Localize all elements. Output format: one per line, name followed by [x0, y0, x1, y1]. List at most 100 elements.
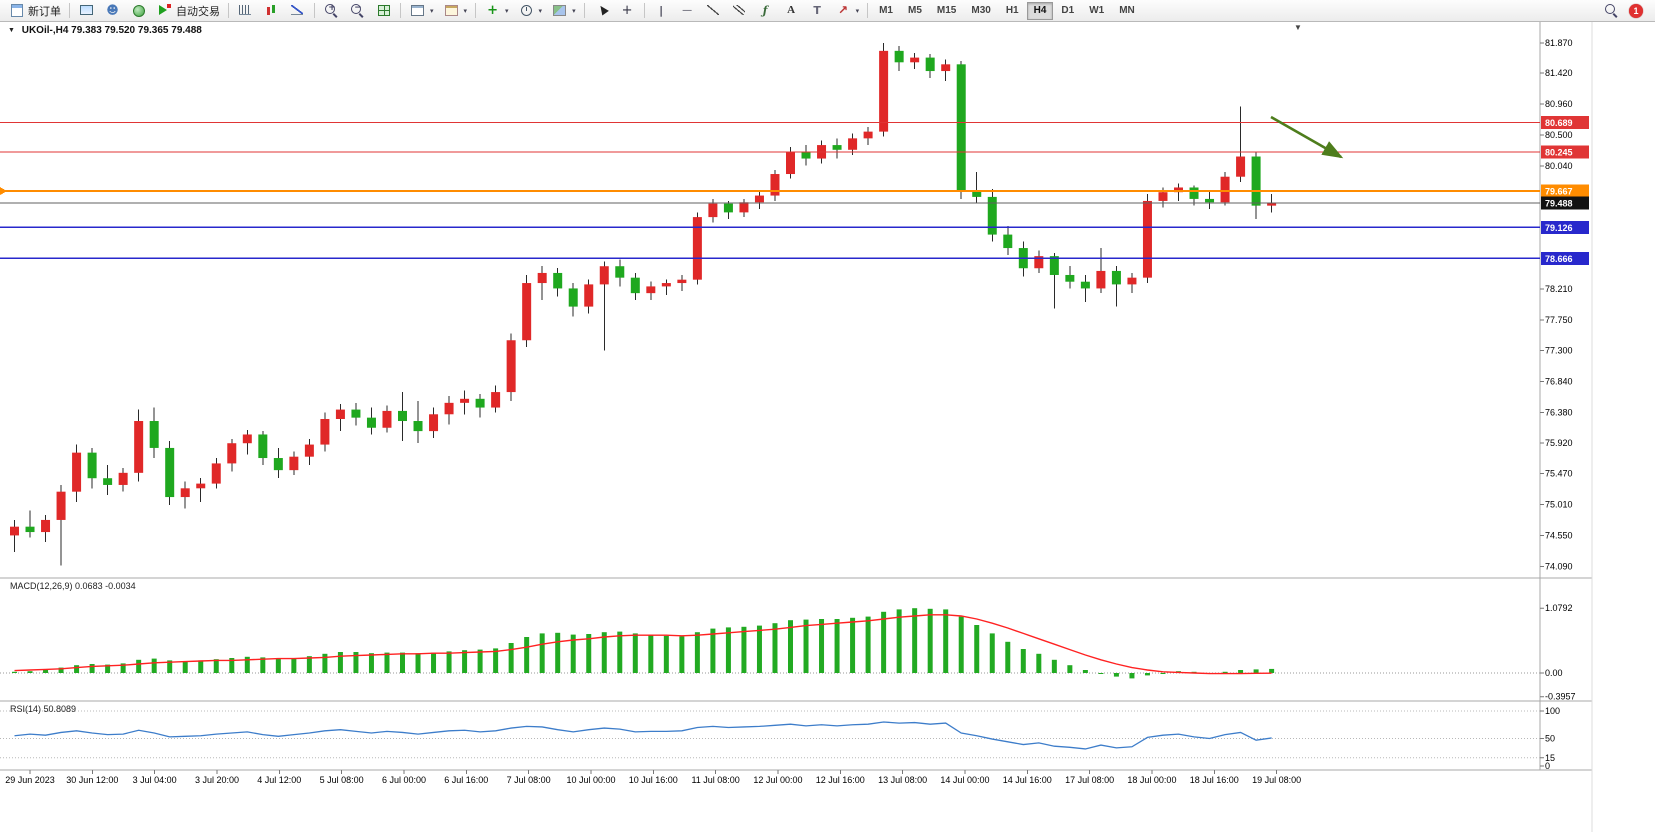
- timeframe-h1-button[interactable]: H1: [999, 2, 1026, 20]
- rsi-value: 50.8089: [43, 704, 77, 714]
- market-watch-button[interactable]: [74, 1, 99, 21]
- candlesticks: [10, 42, 1277, 566]
- candle: [1267, 203, 1277, 206]
- profiles-button[interactable]: ▾: [439, 1, 472, 21]
- bar-chart-button[interactable]: [233, 1, 258, 21]
- candle: [1220, 176, 1230, 203]
- candle: [196, 483, 206, 489]
- channel-button[interactable]: [727, 1, 752, 21]
- vline-icon: |: [659, 4, 664, 17]
- notification-badge[interactable]: 1: [1629, 3, 1643, 18]
- timeframe-m30-button[interactable]: M30: [964, 2, 997, 20]
- candle: [1174, 187, 1183, 193]
- candle: [41, 519, 51, 533]
- text-button[interactable]: A: [779, 1, 804, 21]
- linechart-icon: [289, 3, 306, 18]
- timeframe-m5-button[interactable]: M5: [901, 2, 929, 20]
- search-icon[interactable]: [1603, 3, 1620, 18]
- data-window-button[interactable]: ☻: [100, 1, 125, 21]
- navigator-button[interactable]: [126, 1, 151, 21]
- candle: [987, 196, 997, 235]
- candle: [351, 409, 361, 418]
- chart-shift-marker[interactable]: ▼: [1294, 23, 1302, 32]
- svg-text:10 Jul 00:00: 10 Jul 00:00: [566, 775, 615, 785]
- resistance-line-2-badge: [1541, 145, 1589, 159]
- zoom-out-button[interactable]: −: [345, 1, 370, 21]
- arrows-button[interactable]: ↗ ▾: [831, 1, 864, 21]
- svg-text:13 Jul 08:00: 13 Jul 08:00: [878, 775, 927, 785]
- svg-text:3 Jul 20:00: 3 Jul 20:00: [195, 775, 239, 785]
- timeframe-mn-button[interactable]: MN: [1112, 2, 1142, 20]
- macd-signal-line: [14, 614, 1272, 675]
- line-chart-button[interactable]: [285, 1, 310, 21]
- svg-text:81.420: 81.420: [1545, 68, 1573, 78]
- autotrade-button[interactable]: 自动交易: [152, 1, 224, 21]
- candle: [1158, 192, 1168, 201]
- zoom-out-icon: −: [349, 3, 366, 18]
- svg-text:-0.3957: -0.3957: [1545, 692, 1576, 702]
- timeframe-m1-button[interactable]: M1: [872, 2, 900, 20]
- svg-text:76.380: 76.380: [1545, 407, 1573, 417]
- cursor-button[interactable]: [589, 1, 614, 21]
- candle: [1205, 198, 1215, 203]
- candle: [1003, 234, 1013, 249]
- svg-text:81.870: 81.870: [1545, 38, 1573, 48]
- hline-button[interactable]: —: [675, 1, 700, 21]
- trend-arrow-annotation[interactable]: [1270, 115, 1344, 159]
- candle: [553, 272, 563, 289]
- trendline-button[interactable]: [701, 1, 726, 21]
- candle: [491, 392, 501, 408]
- vline-button[interactable]: |: [649, 1, 674, 21]
- label-icon: T: [813, 4, 821, 17]
- candle: [615, 266, 625, 278]
- fibonacci-icon: ƒ: [762, 4, 768, 17]
- svg-text:75.470: 75.470: [1545, 469, 1573, 479]
- candle: [956, 64, 966, 191]
- candle-chart-button[interactable]: [259, 1, 284, 21]
- candle: [103, 478, 113, 485]
- svg-text:50: 50: [1545, 734, 1555, 744]
- support-line-2-badge: [1541, 251, 1589, 265]
- label-button[interactable]: T: [805, 1, 830, 21]
- fibonacci-button[interactable]: ƒ: [753, 1, 778, 21]
- candle: [382, 410, 392, 428]
- rsi-axis: 100 50 150: [1540, 706, 1560, 771]
- svg-text:14 Jul 16:00: 14 Jul 16:00: [1003, 775, 1052, 785]
- indicators-button[interactable]: + ▾: [480, 1, 513, 21]
- new-order-button[interactable]: 新订单: [4, 1, 65, 21]
- timeframe-d1-button[interactable]: D1: [1054, 2, 1081, 20]
- svg-text:80.500: 80.500: [1545, 130, 1573, 140]
- dropdown-arrow-icon: ▾: [505, 7, 509, 15]
- support-line-1-badge: [1541, 220, 1589, 234]
- time-axis: 29 Jun 2023 30 Jun 12:00 3 Jul 04:00 3 Jul …: [5, 770, 1301, 785]
- dropdown-arrow-icon: ▾: [463, 7, 468, 15]
- new-chart-button[interactable]: ▾: [405, 1, 438, 21]
- periods-button[interactable]: ▾: [514, 1, 547, 21]
- zoom-in-button[interactable]: +: [319, 1, 344, 21]
- tile-windows-button[interactable]: [371, 1, 396, 21]
- candle: [366, 417, 376, 428]
- macd-name: MACD(12,26,9): [10, 581, 73, 591]
- candle: [677, 279, 687, 284]
- oneclick-trading-icon[interactable]: ▼: [8, 27, 15, 34]
- candle: [723, 203, 733, 213]
- timeframe-h4-button[interactable]: H4: [1026, 1, 1054, 20]
- svg-text:10 Jul 16:00: 10 Jul 16:00: [629, 775, 678, 785]
- crosshair-button[interactable]: +: [615, 1, 640, 21]
- candle: [134, 421, 144, 473]
- svg-text:80.245: 80.245: [1545, 148, 1573, 158]
- templates-button[interactable]: ▾: [547, 1, 580, 21]
- candle: [149, 421, 159, 448]
- barchart-icon: [237, 3, 254, 18]
- candle: [1049, 256, 1059, 275]
- timeframe-m15-button[interactable]: M15: [930, 2, 963, 20]
- svg-text:18 Jul 00:00: 18 Jul 00:00: [1127, 775, 1176, 785]
- timeframe-w1-button[interactable]: W1: [1082, 2, 1111, 20]
- hline-anchor-icon[interactable]: [0, 187, 7, 196]
- toolbar-separator: [643, 3, 645, 18]
- chart-window-icon: [409, 3, 426, 18]
- svg-text:79.667: 79.667: [1545, 187, 1573, 197]
- chart-title: ▼ UKOil-,H4 79.383 79.520 79.365 79.488: [8, 25, 202, 36]
- svg-text:18 Jul 16:00: 18 Jul 16:00: [1190, 775, 1239, 785]
